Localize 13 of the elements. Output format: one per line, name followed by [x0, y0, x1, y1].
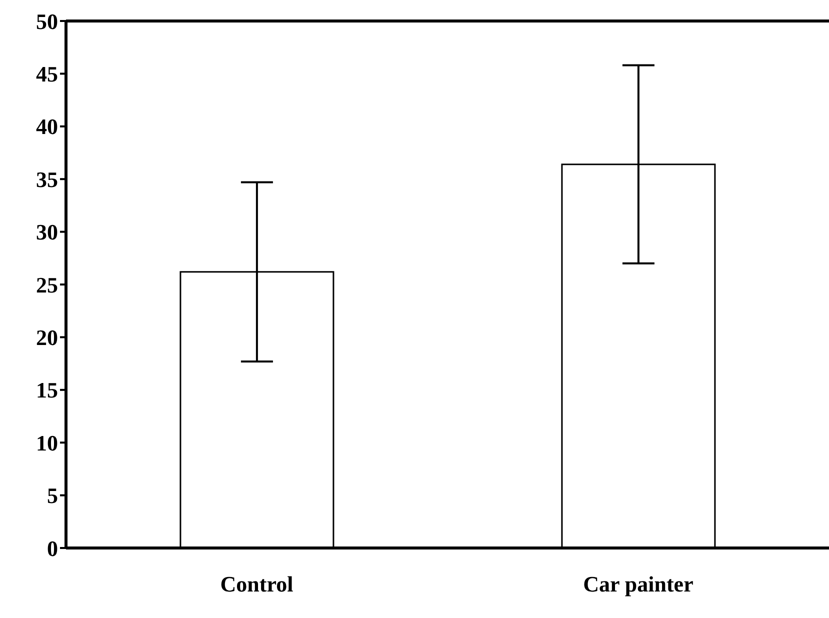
y-tick-label: 25: [36, 272, 58, 298]
x-tick-label: Control: [220, 572, 294, 597]
y-tick-label: 20: [36, 325, 58, 350]
y-tick-label: 10: [36, 430, 58, 456]
x-tick-label: Car painter: [583, 572, 694, 597]
y-tick-label: 40: [36, 114, 58, 140]
y-tick-label: 50: [36, 8, 58, 34]
y-tick-label: 45: [36, 62, 58, 87]
y-tick-label: 0: [47, 536, 58, 561]
y-tick-label: 30: [36, 220, 58, 245]
y-tick-label: 5: [47, 483, 58, 508]
y-tick-label: 35: [36, 166, 58, 192]
y-tick-label: 15: [36, 378, 58, 403]
